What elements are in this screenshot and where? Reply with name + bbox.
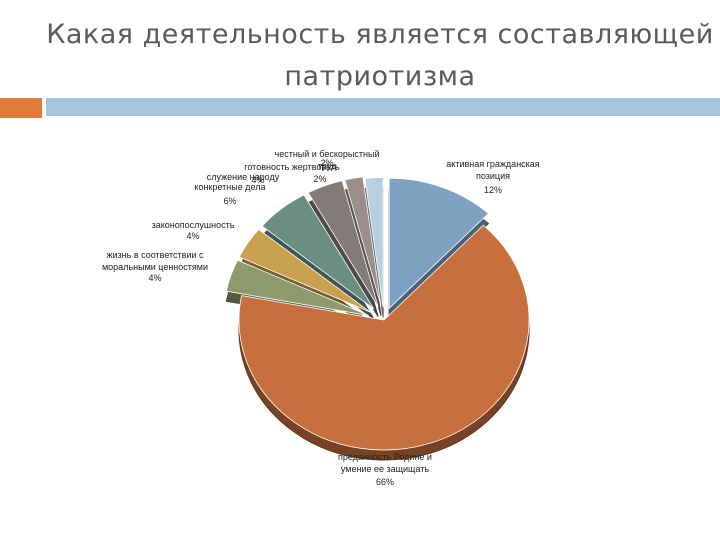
slice-percent: 2% [320, 158, 333, 168]
pie-slice [261, 194, 375, 310]
slice-label: преданность Родине и умение ее защищать [338, 452, 432, 474]
pie-slice [344, 176, 382, 306]
slice-label: конкретные дела [195, 182, 266, 192]
slice-label: законопослушность [152, 220, 235, 230]
slide-title-line-1: Какая деятельность является составляющей [46, 19, 714, 50]
pie-slice [238, 224, 530, 451]
pie-tops [225, 176, 530, 451]
slice-label: честный и бескорыстный труд [275, 149, 380, 171]
pie-slice [364, 177, 384, 308]
slice-percent: 6% [223, 196, 236, 206]
accent-line [46, 116, 720, 118]
slide-title: Какая деятельность является составляющей… [40, 14, 720, 98]
slice-percent: 4% [148, 273, 161, 283]
slice-percent: 2% [313, 174, 326, 184]
slice-label: готовность жертвовать [244, 162, 340, 172]
slice-percent: 4% [251, 175, 264, 185]
slice-percent: 4% [186, 231, 199, 241]
accent-square [0, 98, 42, 118]
slide-title-line-2: патриотизма [284, 61, 476, 92]
slice-percent: 12% [484, 185, 502, 195]
pie-slice [225, 259, 369, 316]
accent-bar [46, 98, 720, 118]
slice-percent: 66% [376, 477, 394, 487]
slice-label: служение народу [207, 172, 280, 182]
pie-slice [388, 177, 490, 310]
pie-labels: активная гражданская позиция 12% преданност… [102, 149, 540, 487]
slice-label: жизнь в соответствии с моральными ценност… [102, 250, 208, 272]
pie-slice [307, 180, 379, 307]
slice-label: активная гражданская позиция [446, 159, 540, 181]
pie-slice [238, 228, 371, 313]
